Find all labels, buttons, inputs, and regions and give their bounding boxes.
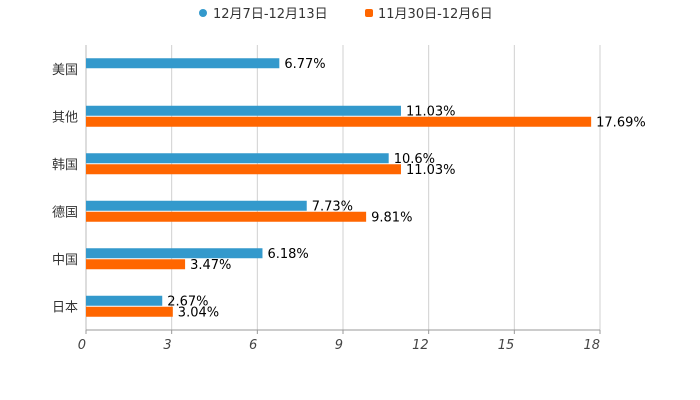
- bar-series-1: [86, 105, 401, 116]
- bar-series-2: [86, 116, 592, 127]
- x-tick-label: 18: [583, 338, 600, 353]
- category-label: 韩国: [52, 158, 78, 173]
- bar-series-2: [86, 164, 401, 175]
- bar-series-2: [86, 211, 367, 222]
- data-label: 3.04%: [178, 305, 219, 320]
- data-label: 7.73%: [312, 199, 353, 214]
- data-label: 17.69%: [596, 115, 646, 130]
- bar-series-1: [86, 58, 280, 69]
- bar-series-1: [86, 295, 163, 306]
- bar-series-1: [86, 153, 389, 164]
- bar-series-1: [86, 248, 263, 259]
- data-label: 10.6%: [394, 152, 435, 167]
- data-label: 6.77%: [284, 57, 325, 72]
- data-label: 9.81%: [371, 210, 412, 225]
- x-tick-label: 0: [78, 338, 86, 353]
- category-label: 美国: [52, 63, 78, 78]
- bar-series-1: [86, 200, 307, 211]
- category-label: 日本: [52, 300, 78, 315]
- category-label: 德国: [52, 205, 78, 220]
- category-label: 中国: [52, 253, 78, 268]
- data-label: 11.03%: [406, 163, 456, 178]
- legend-marker-series-2: [365, 9, 373, 17]
- legend-marker-series-1: [199, 9, 207, 17]
- data-label: 11.03%: [406, 104, 456, 119]
- legend-label-series-2: 11月30日-12月6日: [378, 7, 493, 22]
- x-tick-label: 12: [412, 338, 429, 353]
- data-label: 2.67%: [167, 294, 208, 309]
- bar-series-2: [86, 259, 186, 270]
- x-tick-label: 3: [163, 338, 171, 353]
- data-label: 3.47%: [190, 258, 231, 273]
- data-label: 6.18%: [267, 247, 308, 262]
- x-tick-label: 6: [249, 338, 257, 353]
- x-tick-label: 9: [335, 338, 343, 353]
- x-tick-label: 15: [498, 338, 515, 353]
- category-label: 其他: [52, 110, 78, 125]
- legend: 12月7日-12月13日 11月30日-12月6日: [199, 7, 493, 22]
- legend-label-series-1: 12月7日-12月13日: [213, 7, 328, 22]
- bar-series-2: [86, 306, 173, 317]
